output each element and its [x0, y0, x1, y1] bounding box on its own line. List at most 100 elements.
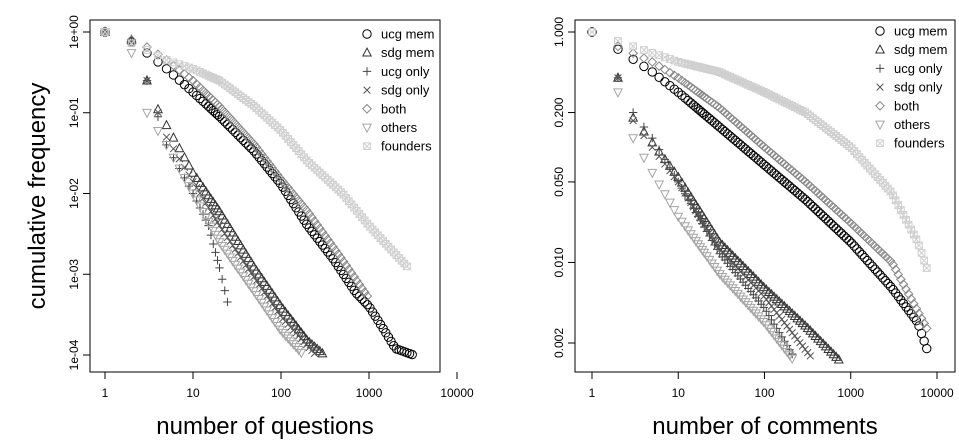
data-point — [243, 140, 254, 151]
data-point — [740, 144, 751, 154]
legend-marker — [875, 64, 885, 73]
data-point — [174, 164, 185, 175]
data-point — [238, 244, 249, 254]
data-point — [674, 178, 682, 186]
data-point — [732, 289, 743, 300]
data-point — [735, 292, 746, 303]
data-point — [719, 275, 730, 286]
data-point — [890, 288, 901, 298]
data-point — [174, 75, 185, 85]
data-point — [304, 223, 314, 233]
data-point — [919, 318, 930, 329]
data-point — [878, 273, 888, 283]
data-point — [804, 348, 812, 357]
data-point — [738, 142, 748, 152]
data-point — [179, 151, 190, 162]
data-point — [259, 152, 270, 163]
data-point — [821, 214, 831, 224]
data-point — [898, 279, 909, 290]
data-point — [906, 294, 917, 304]
data-point — [161, 141, 172, 151]
legend: ucg mem sdg mem ucg only sdg only both others… — [361, 27, 434, 154]
data-point — [174, 142, 185, 153]
data-point — [852, 244, 862, 254]
data-point — [676, 217, 687, 228]
data-point — [764, 311, 774, 320]
y-tick-label: 1e-02 — [67, 178, 81, 209]
data-point — [764, 164, 774, 174]
data-point — [183, 182, 195, 192]
data-point — [735, 140, 746, 150]
x-tick-label: 1000 — [356, 386, 383, 400]
legend-label: both — [381, 101, 406, 116]
data-point — [647, 67, 657, 77]
data-point — [315, 236, 325, 247]
data-point — [777, 332, 787, 342]
data-point — [250, 273, 258, 281]
data-point — [831, 223, 841, 234]
data-point — [769, 168, 779, 178]
shared-y-axis-label: cumulative frequency — [24, 83, 51, 310]
data-point — [296, 348, 307, 359]
data-point — [153, 57, 163, 67]
data-point — [244, 265, 253, 273]
data-point — [862, 255, 872, 266]
data-point — [756, 315, 767, 325]
data-point — [895, 274, 906, 285]
legend-marker — [875, 26, 885, 36]
data-point — [179, 173, 190, 184]
data-point — [242, 261, 250, 269]
data-point — [883, 278, 893, 289]
legend-marker — [362, 103, 372, 114]
data-point — [639, 61, 649, 72]
data-point — [759, 159, 769, 170]
data-point — [263, 292, 271, 300]
data-point — [769, 319, 779, 329]
data-point — [907, 225, 916, 234]
data-point — [740, 298, 751, 308]
data-point — [209, 211, 217, 220]
data-point — [202, 199, 210, 207]
data-point — [238, 127, 249, 138]
data-point — [320, 243, 330, 254]
data-point — [647, 168, 658, 179]
data-point — [680, 93, 690, 103]
data-point — [199, 194, 207, 203]
data-point — [693, 240, 704, 250]
data-point — [914, 308, 924, 319]
data-point — [710, 237, 719, 246]
data-point — [251, 142, 262, 153]
data-point — [916, 313, 927, 324]
data-point — [280, 331, 291, 342]
data-point — [198, 96, 208, 107]
data-point — [310, 349, 319, 358]
data-point — [359, 287, 370, 298]
data-point — [343, 264, 354, 275]
data-point — [875, 270, 885, 280]
data-point — [890, 264, 901, 275]
data-point — [687, 198, 695, 207]
data-point — [670, 171, 679, 180]
data-point — [655, 152, 663, 161]
data-point — [227, 226, 238, 237]
data-point — [338, 256, 349, 267]
data-point — [101, 28, 109, 36]
data-point — [717, 272, 728, 283]
data-point — [870, 264, 880, 274]
data-point — [333, 249, 344, 260]
data-point — [730, 135, 740, 146]
data-point — [226, 237, 234, 246]
data-point — [762, 295, 771, 304]
data-point — [142, 42, 152, 53]
data-point — [743, 301, 754, 311]
data-point — [854, 247, 865, 257]
data-point — [336, 252, 346, 263]
data-point — [849, 241, 859, 251]
series-others — [612, 88, 798, 365]
data-point — [715, 122, 725, 132]
y-tick-label: 0.002 — [552, 328, 566, 358]
data-point — [898, 298, 909, 309]
data-point — [896, 295, 906, 305]
data-point — [859, 252, 870, 263]
questions-panel: 1 10 100 1000 10000 1e-04 1e-03 1e-02 1e-01 1e+00… — [67, 15, 474, 440]
